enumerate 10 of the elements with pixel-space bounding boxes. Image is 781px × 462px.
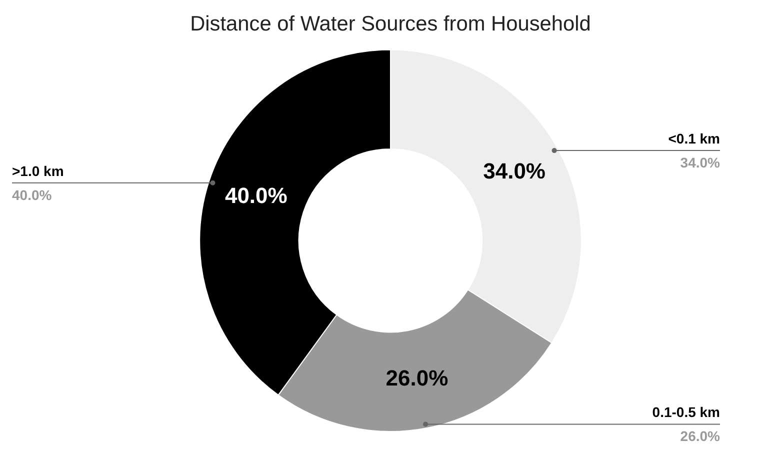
data-label: 26.0% <box>386 365 448 390</box>
text: 34.0% <box>680 154 720 171</box>
data-label: 40.0% <box>224 183 288 208</box>
data-label: 34.0% <box>483 158 546 184</box>
slice-label: 0.1-0.5 km <box>652 404 720 420</box>
text: 26.0% <box>680 428 720 444</box>
text: 40.0% <box>12 186 52 203</box>
slice-label: >1.0 km <box>12 162 64 179</box>
slice-label: <0.1 km <box>668 130 720 147</box>
chart-title: Distance of Water Sources from Household <box>190 12 591 36</box>
